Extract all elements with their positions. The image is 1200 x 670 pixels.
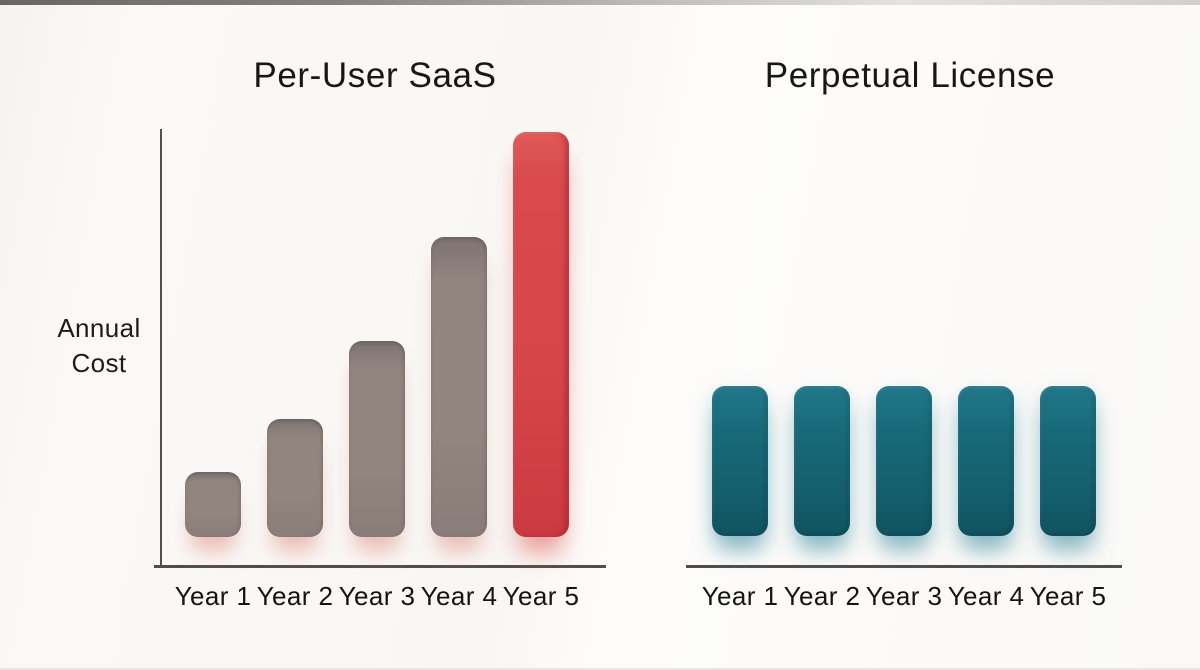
perpetual-chart-title: Perpetual License bbox=[764, 56, 1056, 95]
x-tick-year-3: Year 3 bbox=[338, 581, 416, 611]
bar-year-1 bbox=[712, 386, 768, 536]
x-tick-year-4: Year 4 bbox=[420, 581, 498, 611]
saas-x-axis-line bbox=[154, 565, 606, 568]
perpetual-x-axis-line bbox=[686, 565, 1122, 568]
bar-year-2 bbox=[794, 386, 850, 536]
x-tick-year-3: Year 3 bbox=[865, 581, 943, 611]
y-axis-label-annual-cost: Annual Cost bbox=[26, 311, 172, 381]
x-tick-year-2: Year 2 bbox=[256, 581, 334, 611]
bar-year-1 bbox=[185, 472, 241, 537]
perpetual-x-tick-labels: Year 1 Year 2 Year 3 Year 4 Year 5 bbox=[702, 581, 1152, 615]
y-axis-line bbox=[160, 129, 162, 567]
bar-year-4 bbox=[958, 386, 1014, 536]
bar-year-5 bbox=[513, 132, 569, 537]
x-tick-year-5: Year 5 bbox=[1029, 581, 1107, 611]
x-tick-year-1: Year 1 bbox=[701, 581, 779, 611]
top-edge-shadow-strip bbox=[0, 0, 1200, 5]
x-tick-year-4: Year 4 bbox=[947, 581, 1025, 611]
bar-year-2 bbox=[267, 419, 323, 537]
y-axis-label-line1: Annual bbox=[57, 313, 141, 343]
bar-year-4 bbox=[431, 237, 487, 537]
bar-year-3 bbox=[349, 341, 405, 537]
y-axis-label-line2: Cost bbox=[71, 348, 127, 378]
x-tick-year-1: Year 1 bbox=[174, 581, 252, 611]
saas-x-tick-labels: Year 1 Year 2 Year 3 Year 4 Year 5 bbox=[175, 581, 625, 615]
bar-year-3 bbox=[876, 386, 932, 536]
bottom-edge-line bbox=[0, 668, 1200, 670]
saas-chart-title: Per-User SaaS bbox=[253, 56, 497, 95]
x-tick-year-2: Year 2 bbox=[783, 581, 861, 611]
bar-year-5 bbox=[1040, 386, 1096, 536]
x-tick-year-5: Year 5 bbox=[502, 581, 580, 611]
